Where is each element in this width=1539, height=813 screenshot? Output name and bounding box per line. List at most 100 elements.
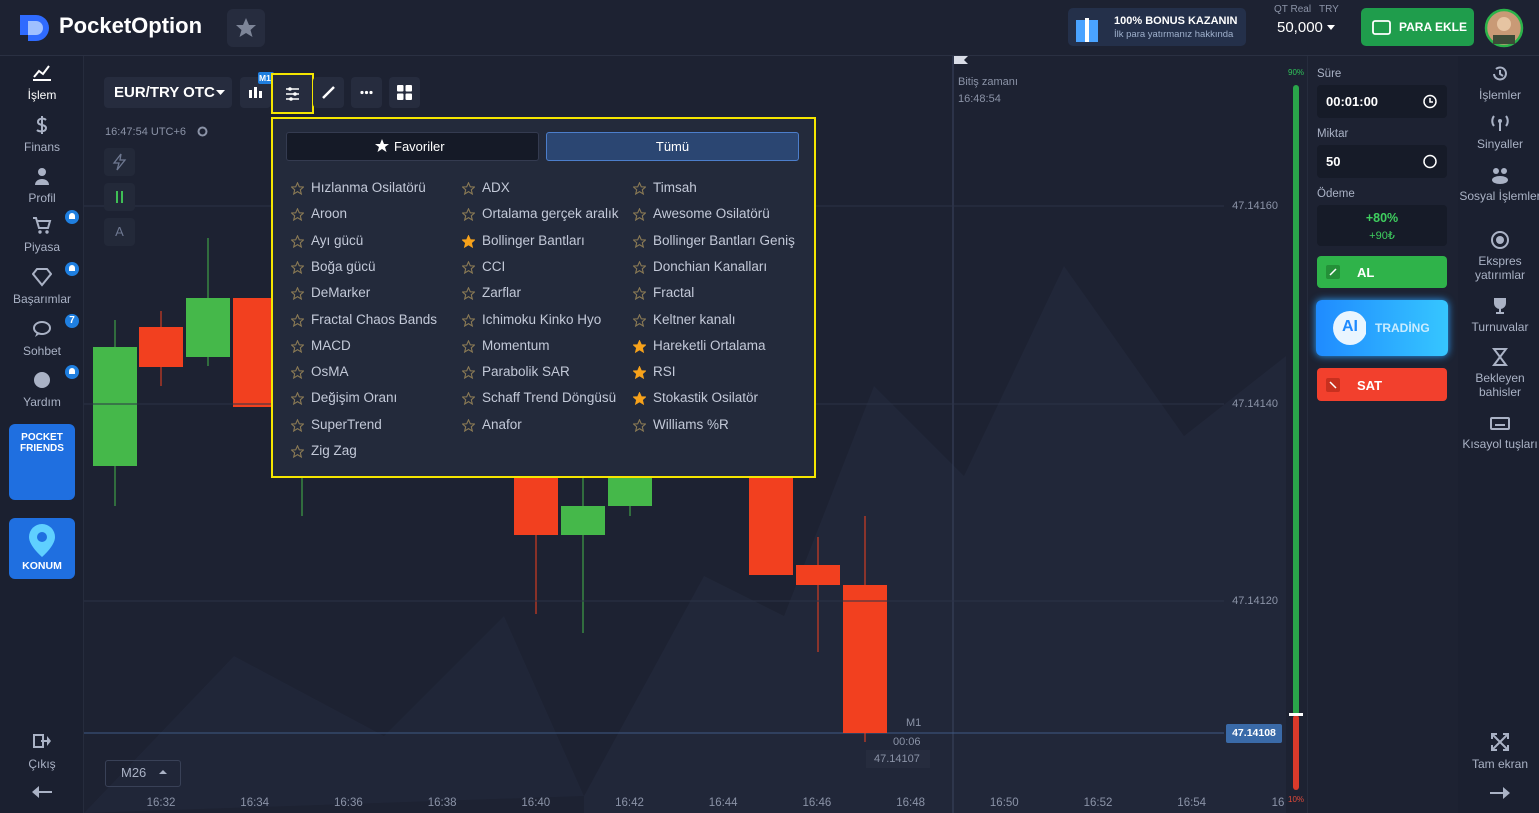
nav-item[interactable]: Başarımlar bbox=[12, 292, 71, 306]
indicator-item[interactable]: Hızlanma Osilatörü bbox=[311, 180, 426, 195]
indicator-item[interactable]: Momentum bbox=[482, 337, 550, 353]
indicator-item[interactable]: MACD bbox=[311, 337, 351, 353]
collapse-arrow[interactable] bbox=[32, 786, 52, 798]
indicator-item[interactable]: Anafor bbox=[482, 416, 522, 432]
favorite-star bbox=[633, 366, 646, 380]
deposit-button[interactable] bbox=[1361, 8, 1474, 46]
indicator-item[interactable]: Ichimoku Kinko Hyo bbox=[482, 311, 602, 327]
avatar[interactable] bbox=[1484, 8, 1524, 48]
asset-selector[interactable] bbox=[104, 77, 232, 108]
balance[interactable]: 50,000 bbox=[1277, 19, 1323, 36]
indicator-item[interactable]: Değişim Oranı bbox=[311, 390, 398, 406]
indicator-item[interactable]: Schaff Trend Döngüsü bbox=[482, 390, 617, 406]
price-label: 47.14160 bbox=[1232, 200, 1278, 212]
favorite-star bbox=[462, 313, 475, 327]
indicator-item[interactable]: Hareketli Ortalama bbox=[653, 337, 766, 353]
zoom-selector[interactable] bbox=[105, 760, 181, 787]
layout-button[interactable] bbox=[389, 77, 420, 108]
indicator-item[interactable]: Fractal Chaos Bands bbox=[311, 311, 438, 327]
nav-item[interactable]: Profil bbox=[28, 191, 56, 205]
favorite-button[interactable] bbox=[227, 9, 265, 47]
favorite-star bbox=[633, 287, 646, 301]
logout-label[interactable]: Çıkış bbox=[28, 757, 56, 771]
right-nav-item[interactable]: Kısayol tuşları bbox=[1462, 437, 1538, 451]
location-promo[interactable] bbox=[9, 518, 75, 579]
favorite-star bbox=[633, 313, 646, 327]
indicator-item[interactable]: Awesome Osilatörü bbox=[653, 206, 770, 222]
indicator-item[interactable]: Stokastik Osilatör bbox=[653, 390, 759, 406]
favorites-tab[interactable] bbox=[286, 132, 539, 161]
buy-button[interactable] bbox=[1317, 256, 1447, 288]
amount-field[interactable] bbox=[1317, 145, 1447, 178]
favorite-star bbox=[291, 182, 304, 195]
indicator-item[interactable]: Williams %R bbox=[653, 416, 729, 432]
bonus-banner[interactable] bbox=[1068, 8, 1246, 46]
indicator-item[interactable]: Timsah bbox=[653, 180, 697, 195]
nav-icon bbox=[33, 217, 52, 234]
quick-trade-button[interactable] bbox=[104, 148, 135, 176]
nav-item[interactable]: Finans bbox=[23, 140, 61, 154]
zoom-caret bbox=[159, 770, 167, 774]
indicator-item[interactable]: Ayı gücü bbox=[311, 232, 364, 248]
right-nav-item[interactable]: Turnuvalar bbox=[1471, 320, 1529, 334]
favorite-star bbox=[462, 366, 475, 380]
fullscreen-label[interactable]: Tam ekran bbox=[1471, 757, 1529, 771]
duration-field[interactable] bbox=[1317, 85, 1447, 118]
favorite-star bbox=[291, 313, 304, 327]
balance-caret bbox=[1327, 25, 1335, 30]
indicator-item[interactable]: Parabolik SAR bbox=[482, 364, 570, 380]
right-nav-item[interactable]: Bekleyen bahisler bbox=[1475, 371, 1525, 399]
indicator-item[interactable]: Bollinger Bantları bbox=[482, 232, 585, 248]
nav-icon bbox=[36, 116, 48, 134]
indicators-button[interactable] bbox=[271, 73, 314, 114]
indicator-item[interactable]: Fractal bbox=[653, 285, 695, 301]
favorite-star bbox=[462, 234, 475, 248]
candle-timeframe: M1 bbox=[906, 717, 922, 729]
sort-button[interactable] bbox=[104, 183, 135, 211]
bonus-subtitle: İlk para yatırmanız hakkında bbox=[1114, 29, 1234, 40]
indicator-item[interactable]: Aroon bbox=[311, 206, 348, 222]
duration-value: 00:01:00 bbox=[1326, 94, 1379, 109]
asset-name: EUR/TRY OTC bbox=[114, 84, 215, 101]
ai-trading-button[interactable] bbox=[1316, 300, 1448, 356]
indicator-item[interactable]: RSI bbox=[653, 364, 676, 380]
all-tab[interactable] bbox=[546, 132, 799, 161]
sell-label: SAT bbox=[1357, 378, 1383, 393]
sell-button[interactable] bbox=[1317, 368, 1447, 401]
time-label: 16:48 bbox=[896, 797, 925, 809]
nav-item[interactable]: Sohbet bbox=[22, 344, 62, 358]
clock-settings[interactable] bbox=[197, 126, 208, 137]
indicator-item[interactable]: Boğa gücü bbox=[311, 258, 376, 274]
text-tool-label: A bbox=[115, 224, 124, 239]
indicator-item[interactable]: Zarflar bbox=[482, 285, 522, 301]
nav-item[interactable]: Yardım bbox=[23, 395, 61, 409]
indicator-item[interactable]: Donchian Kanalları bbox=[653, 258, 768, 274]
indicator-item[interactable]: Zig Zag bbox=[311, 443, 357, 458]
indicator-item[interactable]: Keltner kanalı bbox=[653, 311, 736, 327]
indicator-item[interactable]: DeMarker bbox=[311, 285, 371, 301]
expiry-label: Bitiş zamanı bbox=[958, 76, 1018, 88]
indicator-item[interactable]: SuperTrend bbox=[311, 416, 382, 432]
favorite-star bbox=[462, 287, 475, 301]
amount-value: 50 bbox=[1326, 154, 1341, 169]
favorite-star bbox=[633, 182, 646, 195]
indicator-item[interactable]: Bollinger Bantları Geniş bbox=[653, 232, 795, 248]
right-nav-item[interactable]: Sosyal İşlemler bbox=[1459, 189, 1539, 203]
text-tool-button[interactable] bbox=[104, 218, 135, 246]
nav-icon bbox=[1494, 298, 1506, 314]
pocket-friends-promo[interactable] bbox=[9, 424, 75, 500]
indicator-item[interactable]: OsMA bbox=[311, 364, 349, 380]
right-nav-item[interactable]: Sinyaller bbox=[1476, 137, 1524, 151]
right-nav-item[interactable]: İşlemler bbox=[1478, 88, 1521, 102]
nav-icon bbox=[35, 168, 49, 185]
nav-item[interactable]: Piyasa bbox=[23, 240, 61, 254]
time-label: 16:32 bbox=[146, 797, 176, 809]
expand-arrow[interactable] bbox=[1490, 787, 1510, 799]
right-nav-item[interactable]: Ekspres yatırımlar bbox=[1474, 254, 1525, 282]
nav-item[interactable]: İşlem bbox=[27, 88, 57, 102]
more-button[interactable] bbox=[351, 77, 382, 108]
indicator-item[interactable]: ADX bbox=[482, 180, 510, 195]
indicator-item[interactable]: CCI bbox=[482, 258, 506, 274]
indicator-item[interactable]: Ortalama gerçek aralık bbox=[482, 206, 619, 222]
drawing-button[interactable] bbox=[313, 77, 344, 108]
